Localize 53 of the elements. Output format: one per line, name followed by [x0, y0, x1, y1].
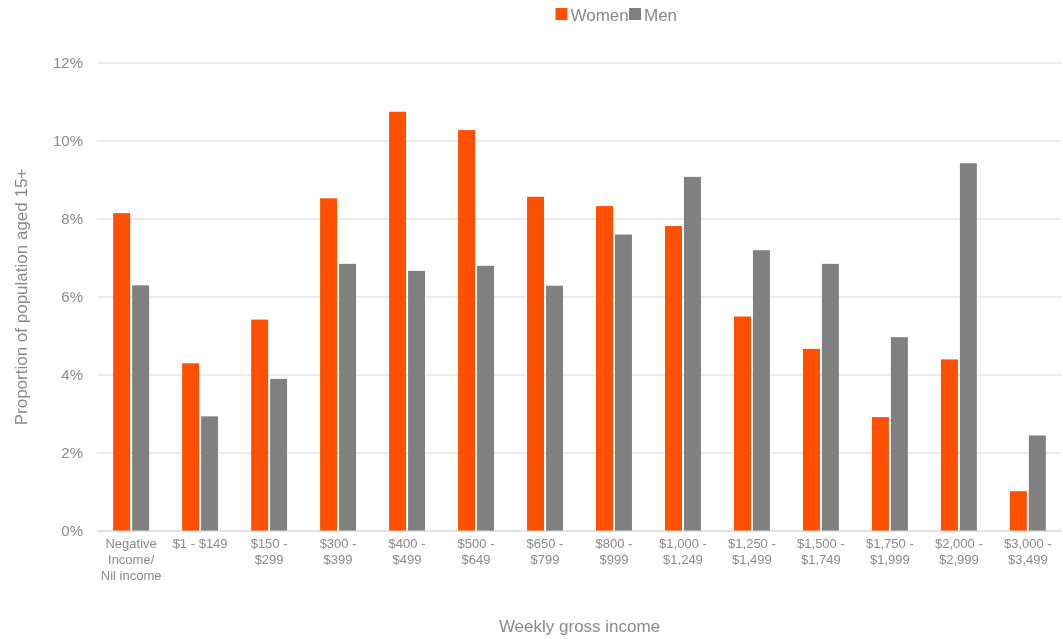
- bar: [251, 319, 269, 531]
- bar: [408, 270, 426, 531]
- bar: [683, 176, 701, 531]
- bar: [802, 348, 820, 531]
- x-tick-label: $1,500 - $1,749: [797, 536, 845, 567]
- x-tick-label: $300 - $399: [319, 536, 357, 567]
- bar: [546, 285, 563, 531]
- x-tick-label: $800 - $999: [595, 536, 633, 567]
- x-tick-label: $1,250 - $1,499: [728, 536, 776, 567]
- bar: [320, 198, 338, 531]
- bar: [201, 416, 219, 531]
- legend-label: Men: [644, 5, 678, 25]
- bar: [890, 337, 908, 531]
- bar: [614, 234, 632, 531]
- x-tick-label: $150 - $299: [250, 536, 288, 567]
- bar: [458, 130, 476, 531]
- bar: [389, 111, 407, 531]
- x-tick-label: $650 - $799: [526, 536, 564, 567]
- y-tick-label: 4%: [61, 366, 83, 384]
- bar: [733, 316, 751, 531]
- x-axis-title: Weekly gross income: [498, 617, 661, 636]
- x-tick-label: $2,000 - $2,999: [935, 536, 983, 567]
- bar: [113, 213, 131, 531]
- bar: [1028, 435, 1046, 531]
- x-tick-label: $1,000 - $1,249: [659, 536, 707, 567]
- x-tick-label: $400 - $499: [388, 536, 426, 567]
- x-tick-label: $500 - $649: [457, 536, 495, 567]
- bar: [821, 263, 839, 531]
- bar: [871, 417, 889, 531]
- x-tick-label: Negative Income/ Nil income: [100, 536, 162, 583]
- bar: [596, 206, 613, 531]
- bar: [752, 250, 770, 531]
- x-tick-label: $3,000 - $3,499: [1004, 536, 1052, 567]
- bar: [665, 226, 682, 531]
- bar: [477, 265, 494, 531]
- y-tick-label: 6%: [61, 288, 83, 306]
- legend-label: Women: [570, 5, 629, 25]
- bar: [940, 359, 958, 531]
- bar: [270, 378, 288, 531]
- x-tick-label: $1,750 - $1,999: [866, 536, 914, 567]
- bar: [527, 196, 545, 531]
- y-tick-label: 2%: [61, 444, 83, 462]
- y-tick-label: 8%: [61, 210, 83, 228]
- y-axis-title: Proportion of population aged 15+: [12, 168, 31, 426]
- bar: [182, 363, 200, 531]
- y-tick-label: 0%: [61, 522, 83, 540]
- y-tick-label: 12%: [52, 54, 83, 72]
- bar: [339, 263, 357, 531]
- y-tick-label: 10%: [52, 132, 83, 150]
- bar: [959, 163, 977, 531]
- bar: [1009, 491, 1027, 531]
- x-tick-label: $1 - $149: [172, 536, 228, 551]
- bar: [132, 285, 150, 531]
